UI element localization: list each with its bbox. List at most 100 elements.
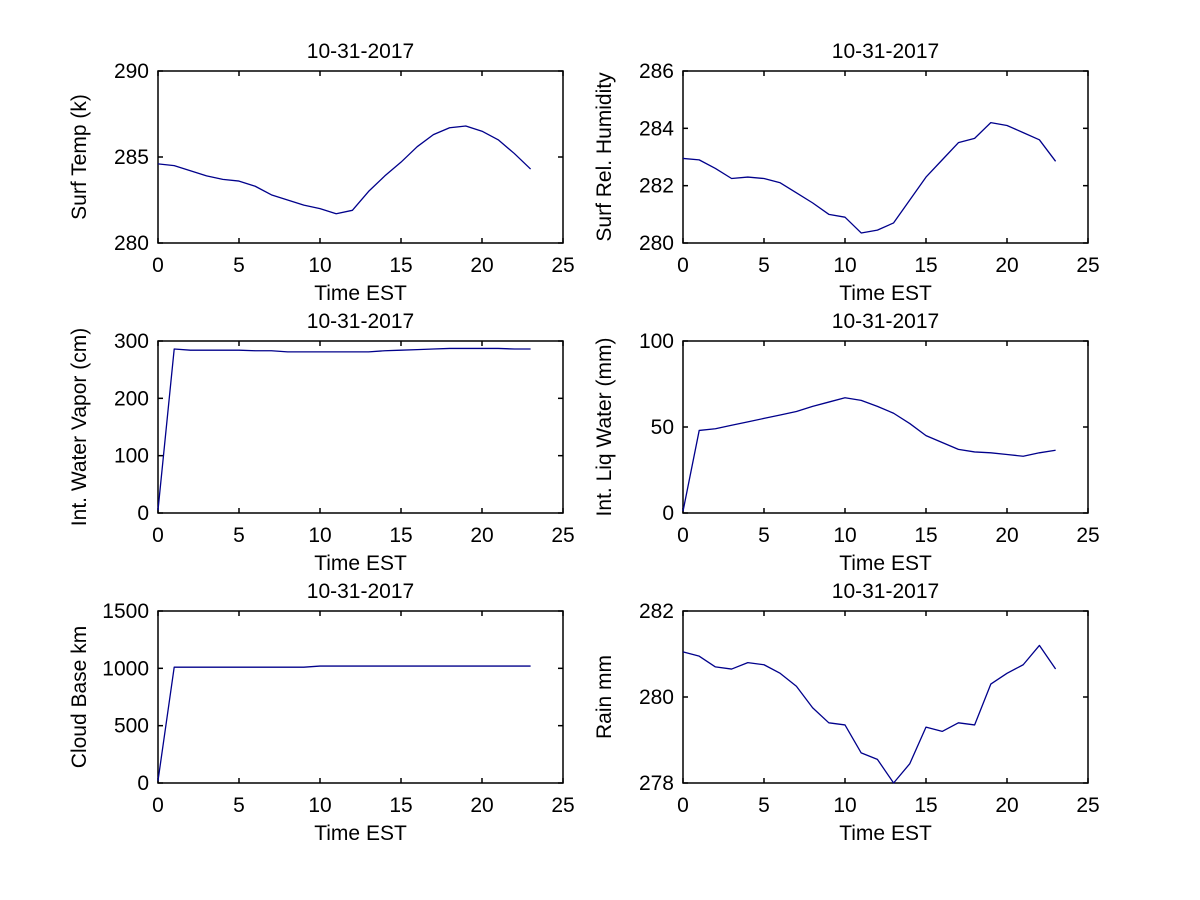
- y-tick-label: 500: [114, 715, 149, 738]
- x-tick-label: 10: [308, 254, 331, 277]
- y-tick-label: 0: [137, 772, 149, 795]
- chart-surf-temp: 10-31-2017 0 5 10 15 20 25 280 285 290 Time EST Sur…: [68, 40, 575, 305]
- subplot-int-water-vapor: 10-31-2017 0 5 10 15 20 25 0 100 200 300 Time EST In…: [58, 298, 603, 588]
- x-tick-label: 10: [833, 254, 856, 277]
- plot-box: [157, 340, 564, 514]
- x-tick-label: 0: [152, 254, 164, 277]
- x-tick-label: 5: [758, 254, 770, 277]
- y-axis-label: Rain mm: [593, 655, 616, 739]
- y-axis-label: Int. Water Vapor (cm): [68, 328, 91, 526]
- plot-box: [682, 70, 1089, 244]
- y-axis-label: Cloud Base km: [68, 626, 91, 768]
- subplot-surf-temp: 10-31-2017 0 5 10 15 20 25 280 285 290 Time EST Sur…: [58, 28, 603, 318]
- subplot-cloud-base: 10-31-2017 0 5 10 15 20 25 0 500 1000 1500 Time EST…: [58, 568, 603, 858]
- x-tick-label: 20: [470, 794, 493, 817]
- y-tick-label: 50: [651, 416, 674, 439]
- x-tick-label: 10: [308, 524, 331, 547]
- chart-cloud-base: 10-31-2017 0 5 10 15 20 25 0 500 1000 1500 Time EST…: [68, 580, 575, 845]
- x-tick-label: 5: [758, 524, 770, 547]
- y-tick-label: 0: [137, 502, 149, 525]
- y-tick-label: 280: [639, 232, 674, 255]
- plot-title: 10-31-2017: [307, 310, 414, 333]
- x-tick-label: 10: [833, 794, 856, 817]
- x-tick-label: 10: [308, 794, 331, 817]
- x-tick-label: 15: [914, 794, 937, 817]
- data-line: [682, 397, 1056, 512]
- plot-title: 10-31-2017: [307, 580, 414, 603]
- x-tick-label: 0: [677, 794, 689, 817]
- x-tick-label: 5: [758, 794, 770, 817]
- x-tick-label: 20: [995, 524, 1018, 547]
- plot-title: 10-31-2017: [832, 310, 939, 333]
- x-tick-label: 25: [551, 254, 574, 277]
- chart-int-water-vapor: 10-31-2017 0 5 10 15 20 25 0 100 200 300 Time EST In…: [68, 310, 575, 575]
- x-tick-label: 20: [995, 254, 1018, 277]
- x-tick-label: 25: [1076, 794, 1099, 817]
- x-tick-label: 5: [233, 524, 245, 547]
- x-tick-label: 15: [914, 254, 937, 277]
- x-tick-label: 15: [389, 524, 412, 547]
- y-tick-label: 280: [114, 232, 149, 255]
- x-tick-label: 15: [914, 524, 937, 547]
- x-tick-label: 0: [677, 524, 689, 547]
- plot-title: 10-31-2017: [832, 40, 939, 63]
- x-tick-label: 20: [470, 254, 493, 277]
- x-tick-label: 10: [833, 524, 856, 547]
- y-tick-label: 282: [639, 600, 674, 623]
- plot-box: [682, 610, 1089, 784]
- chart-int-liq-water: 10-31-2017 0 5 10 15 20 25 0 50 100 Time EST Int. L…: [593, 310, 1100, 575]
- x-axis-label: Time EST: [839, 282, 932, 305]
- data-line: [157, 347, 531, 511]
- data-line: [682, 121, 1057, 234]
- subplot-surf-rel-humidity: 10-31-2017 0 5 10 15 20 25 280 282 284 286 Time EST…: [583, 28, 1128, 318]
- y-tick-label: 280: [639, 686, 674, 709]
- plot-box: [157, 610, 564, 784]
- y-axis-label: Int. Liq Water (mm): [593, 338, 616, 517]
- y-tick-label: 282: [639, 175, 674, 198]
- x-tick-label: 20: [995, 794, 1018, 817]
- x-tick-label: 25: [551, 524, 574, 547]
- y-tick-label: 200: [114, 387, 149, 410]
- y-tick-label: 1500: [102, 600, 149, 623]
- x-tick-label: 25: [551, 794, 574, 817]
- data-line: [157, 125, 532, 215]
- x-tick-label: 25: [1076, 254, 1099, 277]
- chart-surf-rel-humidity: 10-31-2017 0 5 10 15 20 25 280 282 284 286 Time EST…: [593, 40, 1100, 305]
- subplot-int-liq-water: 10-31-2017 0 5 10 15 20 25 0 50 100 Time EST Int. L…: [583, 298, 1128, 588]
- plot-title: 10-31-2017: [307, 40, 414, 63]
- y-tick-label: 285: [114, 146, 149, 169]
- data-line: [157, 665, 531, 781]
- x-axis-label: Time EST: [839, 552, 932, 575]
- x-tick-label: 15: [389, 254, 412, 277]
- x-tick-label: 0: [152, 794, 164, 817]
- x-axis-label: Time EST: [314, 552, 407, 575]
- y-tick-label: 0: [662, 502, 674, 525]
- y-tick-label: 284: [639, 117, 674, 140]
- subplot-rain: 10-31-2017 0 5 10 15 20 25 278 280 282 Time EST Rai…: [583, 568, 1128, 858]
- x-tick-label: 5: [233, 254, 245, 277]
- plot-box: [682, 340, 1089, 514]
- y-tick-label: 300: [114, 330, 149, 353]
- chart-rain: 10-31-2017 0 5 10 15 20 25 278 280 282 Time EST Rai…: [593, 580, 1100, 845]
- y-tick-label: 290: [114, 60, 149, 83]
- y-axis-label: Surf Temp (k): [68, 94, 91, 220]
- y-tick-label: 278: [639, 772, 674, 795]
- plot-box: [157, 70, 564, 244]
- x-tick-label: 5: [233, 794, 245, 817]
- data-line: [682, 644, 1057, 784]
- x-axis-label: Time EST: [314, 282, 407, 305]
- y-tick-label: 1000: [102, 657, 149, 680]
- x-axis-label: Time EST: [839, 822, 932, 845]
- x-tick-label: 20: [470, 524, 493, 547]
- x-tick-label: 15: [389, 794, 412, 817]
- y-tick-label: 286: [639, 60, 674, 83]
- x-tick-label: 25: [1076, 524, 1099, 547]
- y-axis-label: Surf Rel. Humidity: [593, 72, 616, 242]
- y-tick-label: 100: [639, 330, 674, 353]
- x-axis-label: Time EST: [314, 822, 407, 845]
- x-tick-label: 0: [152, 524, 164, 547]
- plot-title: 10-31-2017: [832, 580, 939, 603]
- x-tick-label: 0: [677, 254, 689, 277]
- y-tick-label: 100: [114, 445, 149, 468]
